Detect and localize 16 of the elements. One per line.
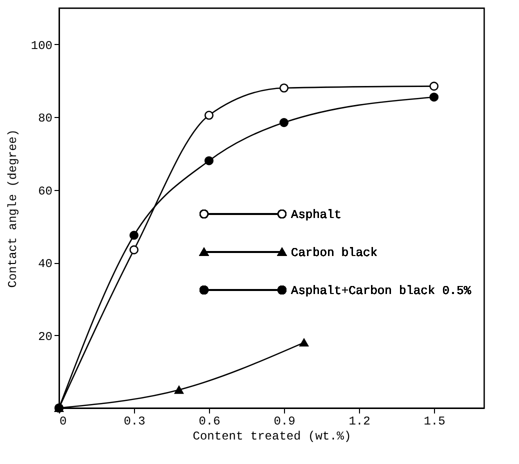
y-tick-label: 60 (38, 184, 52, 198)
y-tick-label: 40 (38, 257, 52, 272)
x-tick-label: 0 (60, 414, 67, 428)
x-axis-title: Content treated (wt.%) (192, 430, 352, 444)
x-tick-label: 0.6 (198, 414, 220, 428)
legend-label: Asphalt+Carbon black 0.5% (291, 284, 472, 298)
x-tick-label: 1.5 (424, 414, 446, 428)
x-tick-label: 0.3 (124, 414, 146, 428)
y-tick-label: 100 (30, 38, 52, 53)
y-axis-title: Contact angle (degree) (6, 129, 20, 288)
x-tick-label: 0.9 (274, 414, 296, 428)
legend-label: Carbon black (291, 246, 378, 260)
x-tick-label: 1.2 (348, 414, 370, 428)
y-tick-label: 20 (38, 330, 52, 344)
y-tick-label: 80 (38, 112, 52, 126)
legend-label: Asphalt (291, 208, 342, 222)
